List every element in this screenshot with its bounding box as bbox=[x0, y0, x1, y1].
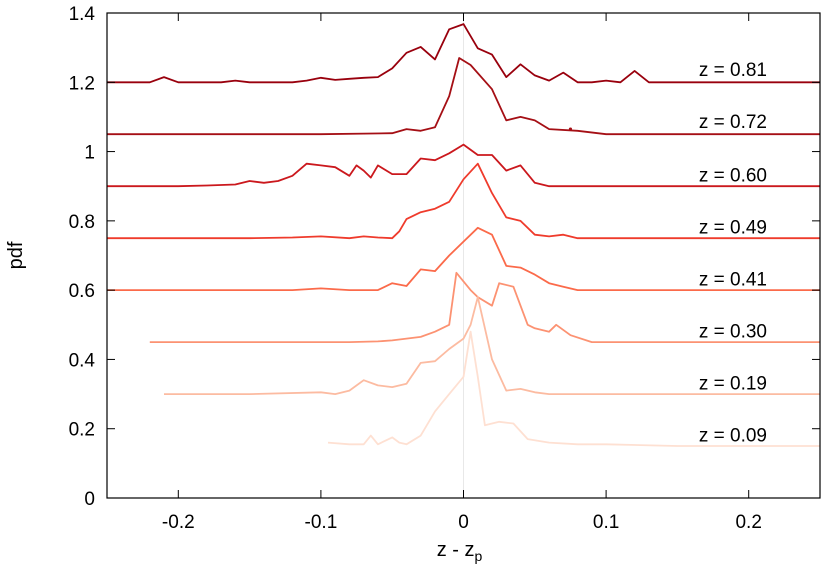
y-tick-label: 0.8 bbox=[69, 212, 95, 233]
series-line bbox=[107, 23, 820, 84]
series-line bbox=[327, 330, 820, 447]
series-label: z = 0.72 bbox=[699, 112, 767, 133]
y-axis-title: pdf bbox=[5, 241, 27, 269]
x-tick-label: -0.2 bbox=[162, 512, 195, 533]
series-label: z = 0.60 bbox=[699, 165, 767, 186]
series-label: z = 0.19 bbox=[699, 373, 767, 394]
x-tick-label: -0.1 bbox=[305, 512, 338, 533]
y-tick-label: 1 bbox=[84, 143, 95, 164]
series-line bbox=[107, 57, 820, 136]
x-tick-label: 0.2 bbox=[735, 512, 761, 533]
y-axis-ticks: 0 0.2 0.4 0.6 0.8 1 1.2 1.4 bbox=[69, 4, 820, 510]
y-tick-label: 0 bbox=[84, 489, 95, 510]
y-tick-label: 1.2 bbox=[69, 73, 95, 94]
y-tick-label: 0.2 bbox=[69, 420, 95, 441]
series-line bbox=[107, 162, 820, 240]
x-tick-label: 0 bbox=[458, 512, 469, 533]
series-label: z = 0.81 bbox=[699, 60, 767, 81]
series-line bbox=[107, 226, 820, 292]
x-axis-title: z - zp bbox=[437, 539, 483, 564]
series-label: z = 0.30 bbox=[699, 321, 767, 342]
y-tick-label: 0.4 bbox=[69, 350, 96, 371]
x-tick-label: 0.1 bbox=[593, 512, 619, 533]
series-line bbox=[164, 296, 820, 396]
x-axis-title-subscript: p bbox=[474, 548, 482, 564]
series-line bbox=[107, 143, 820, 188]
y-tick-label: 1.4 bbox=[69, 4, 96, 25]
x-axis-title-main: z - z bbox=[437, 539, 475, 561]
y-tick-label: 0.6 bbox=[69, 281, 95, 302]
series-point bbox=[568, 127, 573, 131]
series-label: z = 0.49 bbox=[699, 217, 767, 238]
series-label: z = 0.41 bbox=[699, 269, 767, 290]
series-label: z = 0.09 bbox=[699, 425, 767, 446]
x-axis-ticks: -0.2 -0.1 0 0.1 0.2 bbox=[162, 13, 762, 533]
series-curves bbox=[107, 23, 820, 447]
series-labels: z = 0.81 z = 0.72 z = 0.60 z = 0.49 z = 0.41… bbox=[699, 60, 767, 446]
